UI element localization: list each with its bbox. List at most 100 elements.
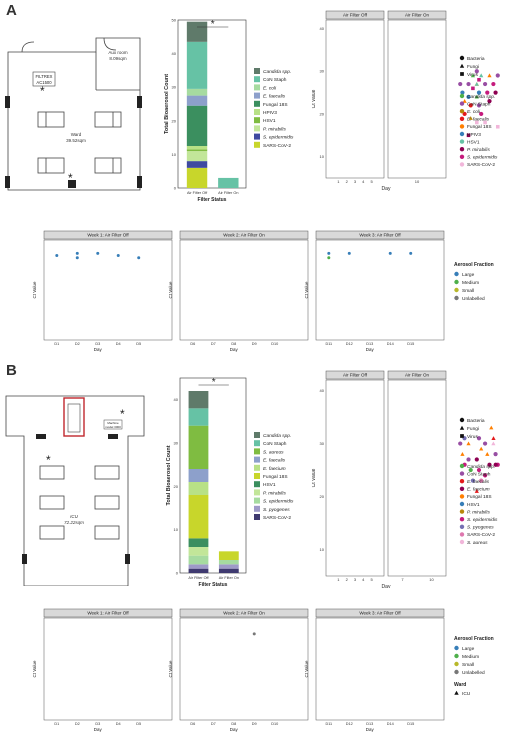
data-point — [327, 251, 331, 255]
x-tick-label: Air Filter Off — [187, 191, 208, 195]
bar-chart-b: 0 10 20 30 40 Air Filter Off Air Filter On * Fil… — [166, 377, 294, 588]
x-tick-label: D14 — [387, 342, 394, 346]
facet-title: Week 1: Air Filter Off — [87, 233, 129, 238]
bar-segment — [188, 425, 209, 469]
data-point — [493, 462, 498, 467]
data-point — [460, 452, 465, 456]
x-tick-label: Air Filter Off — [188, 576, 209, 580]
legend-swatch — [254, 481, 260, 488]
legend-label: Large — [462, 646, 475, 652]
data-point — [474, 457, 479, 462]
legend-swatch — [254, 432, 260, 438]
legend-label: S. epidermidis — [467, 517, 498, 523]
legend-label: Fungal 18S — [467, 494, 492, 500]
bar-segment — [188, 391, 209, 409]
x-tick-label: 3 — [354, 179, 357, 184]
legend-label: Bacteria — [467, 418, 485, 424]
data-point — [75, 256, 79, 260]
legend-label: E. faecalis — [467, 117, 490, 123]
legend-label: E. faecium — [263, 466, 286, 472]
legend-swatch — [459, 524, 465, 529]
bar-segment — [218, 551, 239, 560]
legend-swatch — [254, 440, 260, 447]
legend-label: E. coli — [263, 85, 277, 91]
data-point — [96, 251, 100, 255]
x-axis-label: Day — [94, 727, 103, 732]
facet-title: Week 2: Air Filter On — [223, 611, 265, 616]
legend-shape — [459, 55, 465, 61]
legend-swatch — [254, 456, 260, 463]
legend-swatch — [454, 669, 459, 675]
facet-frame — [325, 379, 385, 577]
legend-swatch — [454, 295, 459, 301]
legend-label: Medium — [462, 654, 479, 660]
window-marker — [108, 434, 118, 439]
data-point — [493, 452, 498, 457]
legend-swatch — [459, 539, 465, 545]
data-point — [485, 90, 490, 95]
data-point — [476, 467, 482, 473]
legend-label: Candida spp. — [467, 94, 495, 100]
data-point — [468, 103, 473, 108]
facet-frame — [315, 617, 445, 721]
y-tick-label: 40 — [174, 397, 179, 402]
ward-label: Ward — [71, 132, 82, 137]
data-point — [468, 467, 473, 473]
data-point — [471, 86, 475, 91]
window-marker — [125, 554, 130, 564]
bar-segment — [188, 469, 209, 482]
x-tick-label: D3 — [95, 722, 100, 726]
data-point — [477, 77, 481, 82]
x-tick-label: 7 — [401, 577, 404, 582]
facet-frame — [387, 379, 447, 577]
x-axis-label: Filter Status — [199, 582, 228, 588]
facet-frame — [179, 239, 309, 341]
facet-frame — [179, 617, 309, 721]
legend-swatch — [454, 271, 459, 277]
legend-swatch — [254, 100, 260, 107]
y-axis-label: Total Bioaerosol Count — [166, 445, 172, 505]
x-axis-label: Day — [382, 584, 391, 588]
data-point — [479, 478, 484, 483]
filter-label: FILTREX — [36, 74, 53, 79]
bar-segment — [188, 564, 209, 569]
x-tick-label: D12 — [346, 342, 353, 346]
y-axis-label: Ct Value — [304, 660, 309, 677]
legend-label: S. aureus — [263, 449, 284, 455]
bed-highlight — [63, 397, 85, 437]
data-point — [491, 81, 496, 87]
data-point — [466, 441, 471, 446]
x-tick-label: D3 — [95, 342, 100, 346]
legend-label: Virus — [467, 434, 478, 440]
bar-chart-a: 0 10 20 30 40 50 Air Filter Off Air Filter On * F… — [164, 18, 294, 204]
legend-label: Large — [462, 272, 475, 278]
data-point — [491, 441, 496, 446]
x-axis-label: Filter Status — [198, 197, 227, 203]
legend-label: Fungal 18S — [467, 124, 492, 130]
legend-label: P. mirabilis — [467, 147, 490, 153]
aux-room-label: Aux room — [108, 50, 128, 55]
data-point — [75, 251, 79, 255]
aerosol-chart-b: Week 1: Air Filter Off D1 D2 D3 D4 D5 Day Ct Va… — [32, 608, 494, 732]
bar-segment — [186, 88, 208, 96]
x-tick-label: D2 — [75, 342, 80, 346]
x-axis-label: Day — [366, 347, 375, 352]
icu-label: ICU — [70, 514, 79, 519]
x-tick-label: 1 — [337, 577, 340, 582]
legend-title: Ward — [454, 682, 466, 688]
y-axis-label: Ct Value — [312, 89, 317, 108]
data-point — [487, 99, 492, 104]
y-tick-label: 30 — [174, 441, 179, 446]
data-point — [482, 81, 488, 87]
y-axis-label: Ct Value — [32, 660, 37, 677]
x-tick-label: D11 — [325, 722, 332, 726]
legend-swatch — [459, 154, 465, 159]
legend-label: Unlabelled — [462, 670, 485, 676]
data-point — [137, 256, 141, 260]
legend-swatch — [254, 92, 260, 99]
bar-segment — [188, 495, 209, 539]
y-tick-label: 40 — [320, 26, 325, 31]
legend-swatch — [459, 116, 465, 122]
x-tick-label: D6 — [190, 342, 195, 346]
machine-label: model 3000 — [105, 425, 121, 429]
